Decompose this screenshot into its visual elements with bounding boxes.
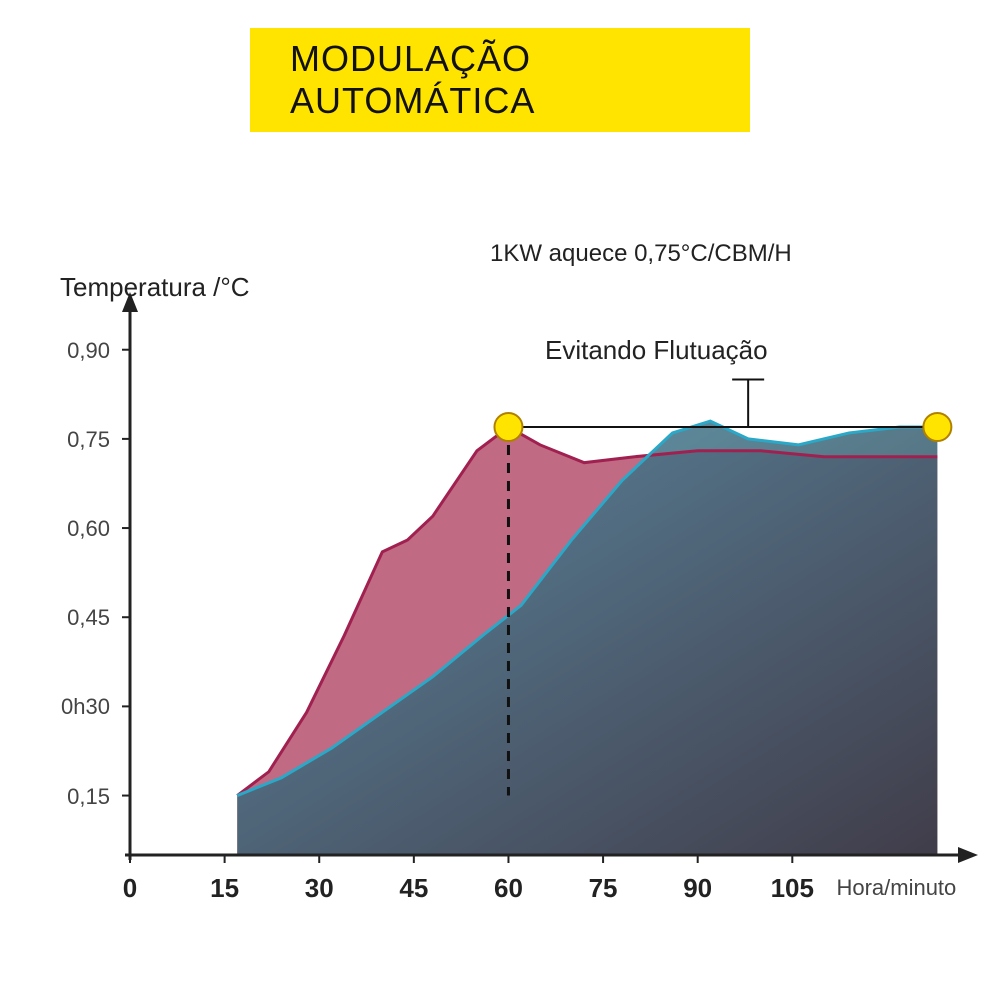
- title-text: MODULAÇÃO AUTOMÁTICA: [290, 38, 535, 121]
- x-tick-label: 105: [771, 873, 814, 904]
- title-banner: MODULAÇÃO AUTOMÁTICA: [250, 28, 750, 132]
- x-tick-label: 45: [399, 873, 428, 904]
- marker-point: [494, 413, 522, 441]
- y-tick-label: 0h30: [40, 694, 110, 720]
- y-tick-label: 0,15: [40, 784, 110, 810]
- y-tick-label: 0,75: [40, 427, 110, 453]
- x-tick-label: 0: [123, 873, 137, 904]
- marker-point: [923, 413, 951, 441]
- x-tick-label: 60: [494, 873, 523, 904]
- y-tick-label: 0,60: [40, 516, 110, 542]
- x-tick-label: 15: [210, 873, 239, 904]
- x-axis-arrow-icon: [958, 847, 978, 863]
- x-tick-label: 90: [683, 873, 712, 904]
- subtitle-text: 1KW aquece 0,75°C/CBM/H: [490, 240, 792, 268]
- temperature-chart: [0, 290, 1000, 910]
- x-axis-title: Hora/minuto: [836, 875, 956, 901]
- y-tick-label: 0,45: [40, 605, 110, 631]
- x-tick-label: 30: [305, 873, 334, 904]
- y-axis-arrow-icon: [122, 292, 138, 312]
- x-tick-label: 75: [589, 873, 618, 904]
- y-tick-label: 0,90: [40, 338, 110, 364]
